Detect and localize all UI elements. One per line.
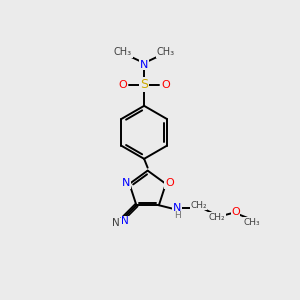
- Text: O: O: [161, 80, 170, 90]
- Text: CH₃: CH₃: [114, 47, 132, 57]
- Text: H: H: [174, 211, 181, 220]
- Text: CH₂: CH₂: [208, 213, 225, 222]
- Text: N: N: [122, 178, 130, 188]
- Text: O: O: [231, 207, 240, 217]
- Text: O: O: [118, 80, 127, 90]
- Text: N: N: [121, 216, 129, 226]
- Text: N: N: [112, 218, 120, 228]
- Text: CH₂: CH₂: [190, 201, 207, 210]
- Text: N: N: [173, 202, 181, 213]
- Text: S: S: [140, 78, 148, 91]
- Text: CH₃: CH₃: [156, 47, 174, 57]
- Text: CH₃: CH₃: [243, 218, 260, 227]
- Text: N: N: [140, 60, 148, 70]
- Text: O: O: [165, 178, 174, 188]
